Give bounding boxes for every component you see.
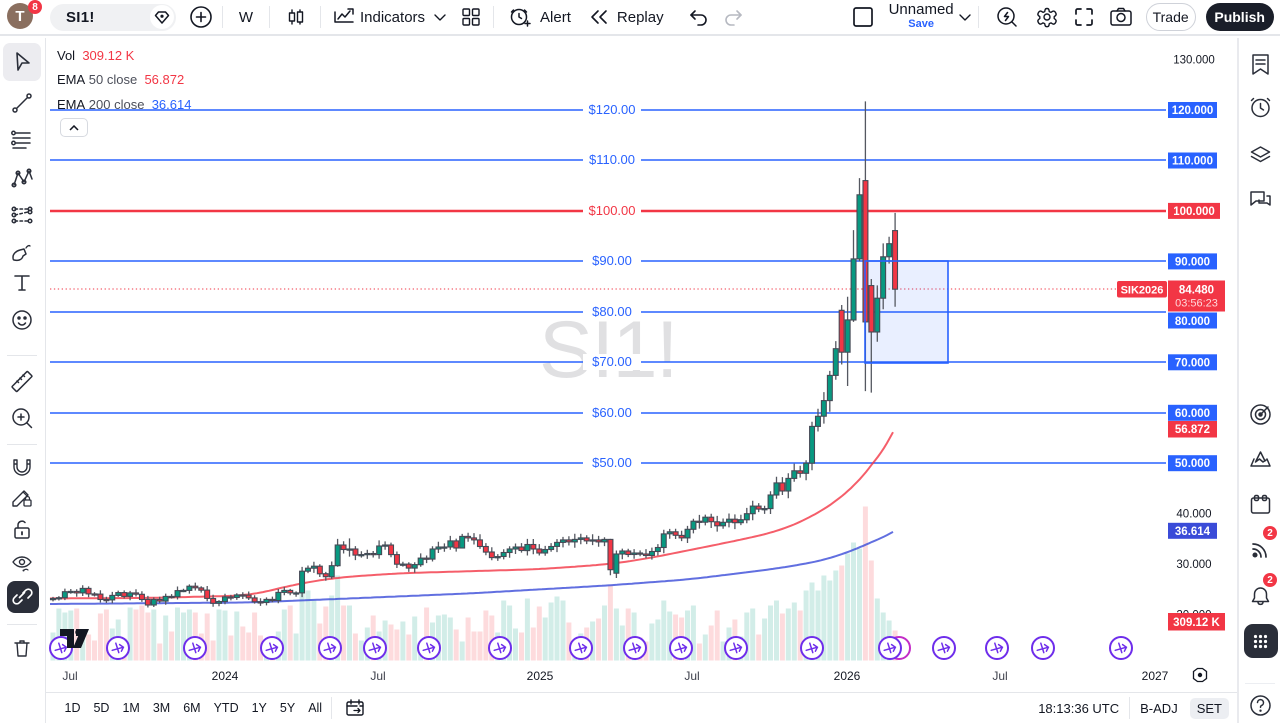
svg-text:120.000: 120.000 — [1172, 105, 1214, 117]
svg-text:$120.00: $120.00 — [589, 102, 636, 117]
svg-text:$110.00: $110.00 — [589, 152, 635, 167]
svg-text:SIK2026: SIK2026 — [1121, 285, 1164, 297]
svg-text:30.000: 30.000 — [1176, 559, 1211, 571]
svg-text:2027: 2027 — [1142, 669, 1169, 683]
svg-text:03:56:23: 03:56:23 — [1175, 298, 1218, 310]
svg-text:90.000: 90.000 — [1175, 256, 1210, 268]
svg-text:$50.00: $50.00 — [592, 455, 632, 470]
svg-text:60.000: 60.000 — [1175, 408, 1210, 420]
svg-text:$70.00: $70.00 — [592, 354, 632, 369]
svg-text:36.614: 36.614 — [1175, 526, 1211, 538]
svg-text:110.000: 110.000 — [1172, 156, 1213, 168]
svg-text:50.000: 50.000 — [1175, 458, 1210, 470]
svg-text:$100.00: $100.00 — [589, 203, 636, 218]
svg-text:56.872: 56.872 — [1175, 424, 1210, 436]
svg-text:$80.00: $80.00 — [592, 304, 632, 319]
svg-text:2026: 2026 — [834, 669, 861, 683]
svg-text:80.000: 80.000 — [1175, 316, 1210, 328]
svg-text:84.480: 84.480 — [1179, 285, 1214, 297]
svg-text:70.000: 70.000 — [1175, 357, 1210, 369]
svg-text:Jul: Jul — [684, 669, 699, 683]
svg-text:100.000: 100.000 — [1173, 206, 1215, 218]
svg-text:40.000: 40.000 — [1176, 509, 1211, 521]
svg-text:2024: 2024 — [212, 669, 239, 683]
svg-text:Jul: Jul — [992, 669, 1007, 683]
svg-text:$60.00: $60.00 — [592, 405, 632, 420]
svg-text:2025: 2025 — [527, 669, 554, 683]
svg-text:130.000: 130.000 — [1173, 55, 1215, 67]
svg-text:Jul: Jul — [370, 669, 385, 683]
svg-text:$90.00: $90.00 — [592, 253, 632, 268]
svg-text:Jul: Jul — [62, 669, 77, 683]
svg-text:309.12 K: 309.12 K — [1173, 617, 1220, 629]
